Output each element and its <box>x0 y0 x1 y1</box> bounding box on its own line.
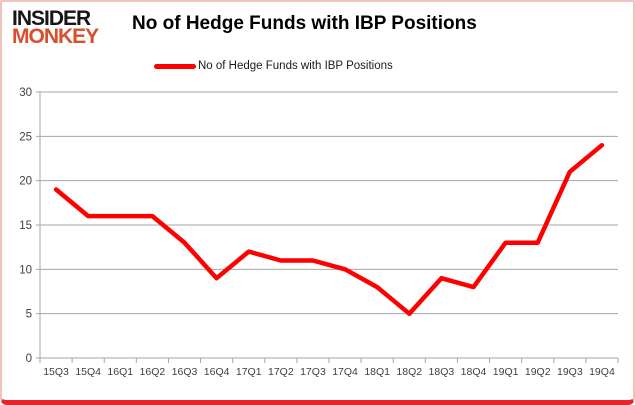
x-axis-label-16Q4: 16Q4 <box>204 366 230 378</box>
y-axis-label-30: 30 <box>19 87 32 99</box>
x-axis-label-18Q4: 18Q4 <box>461 366 487 378</box>
x-axis-label-16Q1: 16Q1 <box>107 366 133 378</box>
x-axis-label-17Q2: 17Q2 <box>268 366 294 378</box>
x-axis-label-18Q3: 18Q3 <box>429 366 455 378</box>
y-axis-label-15: 15 <box>19 220 32 232</box>
logo-insider: INSIDER <box>12 7 91 30</box>
logo-monkey: MONKEY <box>12 25 99 49</box>
x-axis-label-15Q4: 15Q4 <box>75 366 101 378</box>
y-axis-label-0: 0 <box>26 353 32 365</box>
y-axis-label-20: 20 <box>19 176 32 188</box>
y-axis-label-25: 25 <box>19 131 32 143</box>
insider-monkey-logo: INSIDER MONKEY <box>12 7 99 49</box>
x-axis-label-17Q3: 17Q3 <box>300 366 326 378</box>
legend-line-swatch <box>154 63 196 69</box>
data-series-line <box>53 142 605 316</box>
x-axis-label-16Q3: 16Q3 <box>172 366 198 378</box>
x-axis-label-16Q2: 16Q2 <box>140 366 166 378</box>
legend-label: No of Hedge Funds with IBP Positions <box>198 60 393 72</box>
legend: No of Hedge Funds with IBP Positions <box>154 60 393 72</box>
x-axis-label-17Q1: 17Q1 <box>236 366 262 378</box>
x-axis-label-15Q3: 15Q3 <box>43 366 69 378</box>
x-axis-label-19Q4: 19Q4 <box>589 366 615 378</box>
x-axis-label-19Q1: 19Q1 <box>493 366 519 378</box>
x-axis-label-18Q2: 18Q2 <box>396 366 422 378</box>
y-axis-label-10: 10 <box>19 264 32 276</box>
x-axis-label-18Q1: 18Q1 <box>364 366 390 378</box>
x-axis-label-19Q3: 19Q3 <box>557 366 583 378</box>
x-axis-label-17Q4: 17Q4 <box>332 366 358 378</box>
y-axis-label-5: 5 <box>26 309 32 321</box>
line-chart: 0 5 10 15 20 25 30 15Q3 15Q4 16Q1 16Q2 16Q3 16Q4 17Q1… <box>19 87 619 378</box>
x-axis-label-19Q2: 19Q2 <box>525 366 551 378</box>
chart-title: No of Hedge Funds with IBP Positions <box>132 13 477 34</box>
